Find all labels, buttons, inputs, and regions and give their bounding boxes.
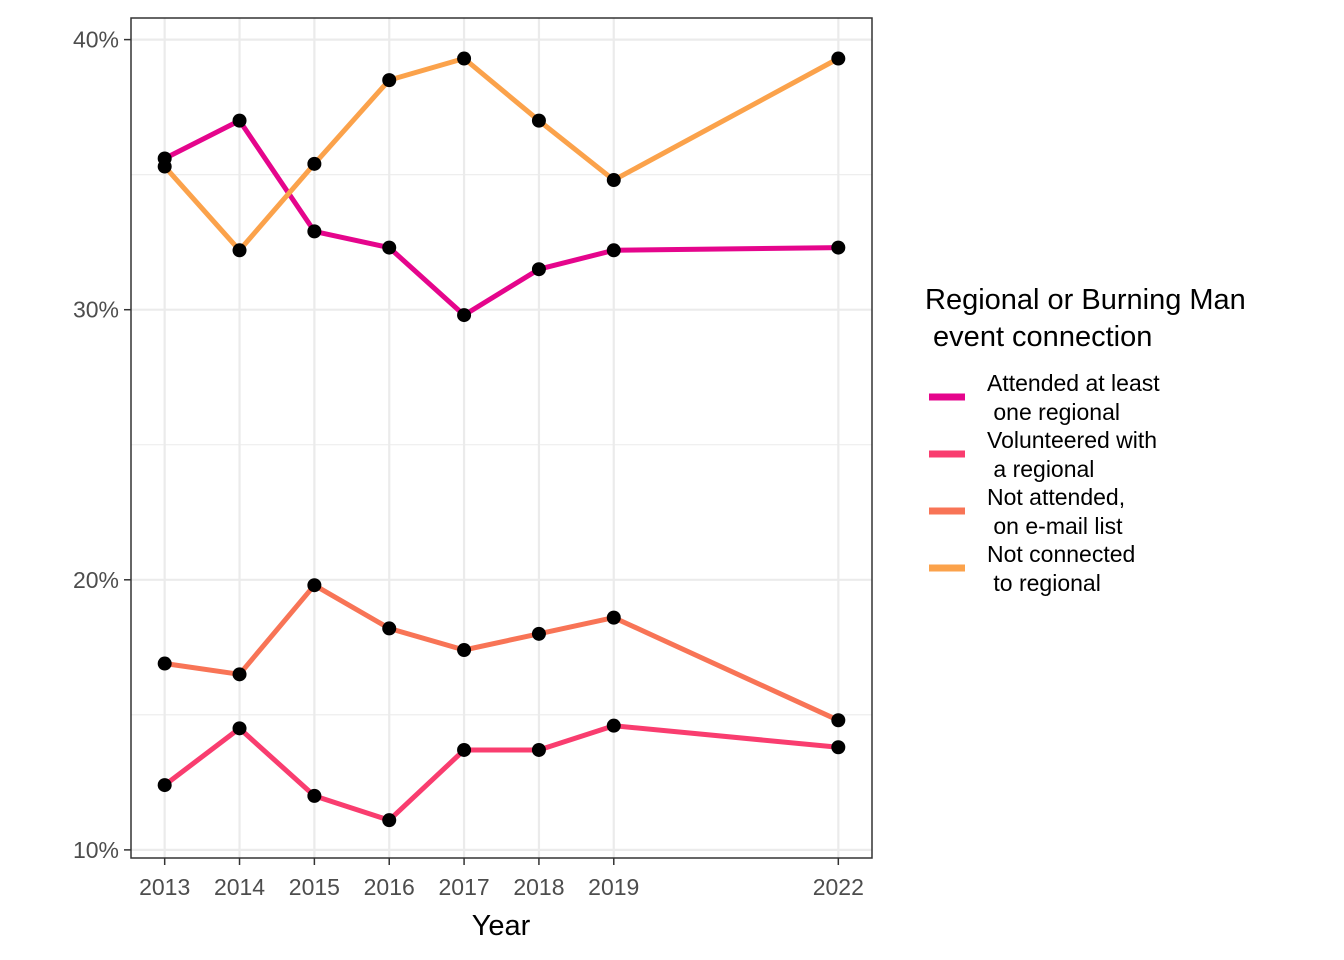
data-point: [831, 713, 846, 728]
legend-title: Regional or Burning Man event connection: [925, 284, 1246, 353]
legend-label: Volunteered with a regional: [987, 427, 1157, 482]
legend: Regional or Burning Man event connection…: [925, 284, 1246, 596]
y-tick-label: 10%: [73, 837, 119, 863]
data-point: [606, 718, 621, 733]
series-line: [164, 582, 840, 723]
data-point: [307, 156, 322, 171]
data-point: [531, 113, 546, 128]
x-tick-label: 2017: [438, 874, 489, 900]
data-point: [606, 173, 621, 188]
data-point: [531, 262, 546, 277]
data-point: [157, 656, 172, 671]
data-point: [606, 243, 621, 258]
data-point: [157, 778, 172, 793]
data-point: [232, 243, 247, 258]
data-point: [307, 788, 322, 803]
legend-label: Not connected to regional: [987, 541, 1135, 596]
x-tick-label: 2018: [513, 874, 564, 900]
data-points: [157, 51, 846, 828]
data-point: [382, 240, 397, 255]
series-line: [163, 118, 839, 318]
series-line: [162, 56, 840, 253]
x-tick-label: 2022: [813, 874, 864, 900]
data-point: [606, 610, 621, 625]
data-point: [457, 51, 472, 66]
panel-border: [130, 17, 873, 859]
panel-background: [131, 18, 872, 858]
y-tick-label: 40%: [73, 27, 119, 53]
data-point: [232, 113, 247, 128]
data-point: [531, 626, 546, 641]
legend-label: Attended at least one regional: [987, 370, 1160, 425]
data-point: [307, 578, 322, 593]
data-point: [232, 667, 247, 682]
data-point: [531, 742, 546, 757]
legend-label: Not attended, on e-mail list: [987, 484, 1125, 539]
x-tick-label: 2019: [588, 874, 639, 900]
series-lines: [162, 56, 840, 823]
data-point: [831, 240, 846, 255]
y-tick-label: 20%: [73, 567, 119, 593]
y-tick-label: 30%: [73, 297, 119, 323]
data-point: [457, 742, 472, 757]
x-axis: 2013 2014 2015 2016 2017 2018 2019 2022: [139, 858, 864, 900]
data-point: [457, 308, 472, 323]
x-tick-label: 2015: [289, 874, 340, 900]
x-tick-label: 2013: [139, 874, 190, 900]
data-point: [831, 740, 846, 755]
data-point: [232, 721, 247, 736]
data-point: [307, 224, 322, 239]
data-point: [831, 51, 846, 66]
series-line: [163, 723, 839, 823]
y-axis: 10% 20% 30% 40%: [73, 27, 131, 863]
data-point: [382, 73, 397, 88]
x-tick-label: 2014: [214, 874, 265, 900]
x-axis-title: Year: [472, 910, 531, 942]
data-point: [157, 159, 172, 174]
data-point: [457, 643, 472, 658]
x-tick-label: 2016: [364, 874, 415, 900]
data-point: [382, 621, 397, 636]
data-point: [382, 813, 397, 828]
